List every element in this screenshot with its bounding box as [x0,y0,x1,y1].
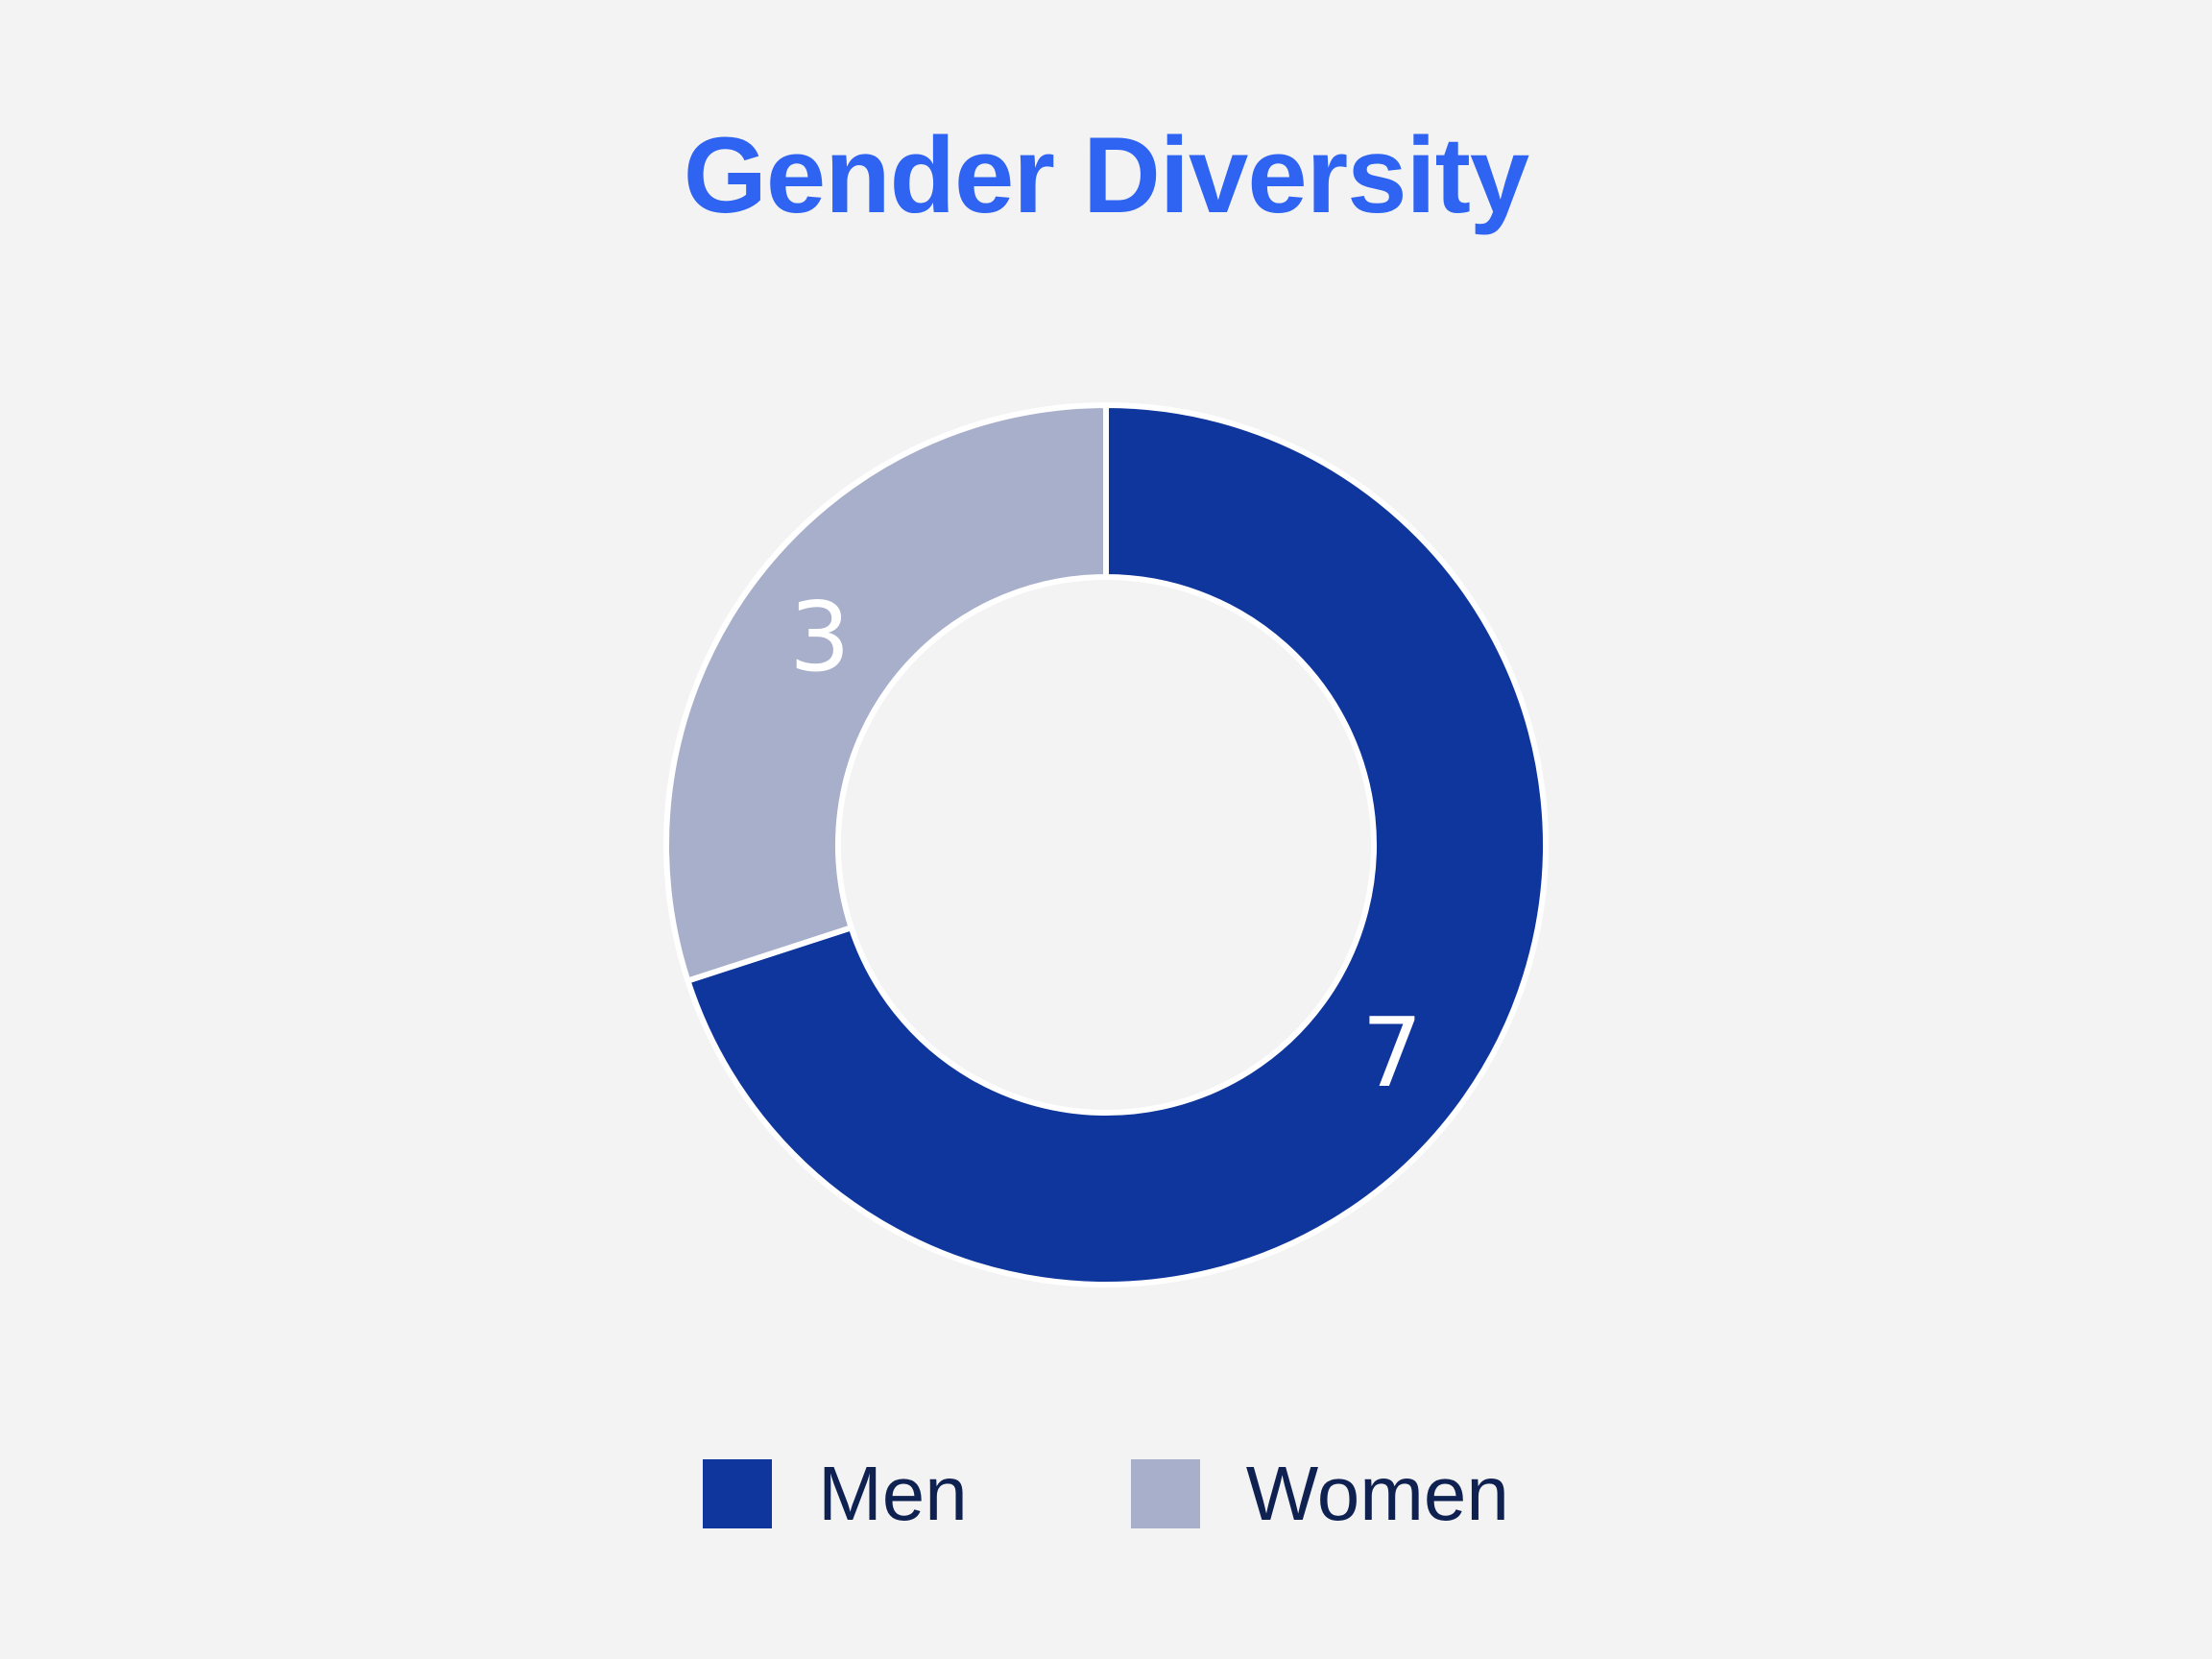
legend-swatch-women [1130,1459,1200,1528]
legend-label-women: Women [1245,1451,1509,1536]
chart-title: Gender Diversity [683,115,1529,235]
legend-swatch-men [703,1459,773,1528]
slice-label-men: 7 [1361,997,1423,1109]
slice-label-women: 3 [789,581,851,693]
legend-item-men[interactable]: Men [703,1451,968,1536]
slice-men[interactable] [685,402,1549,1287]
slice-women[interactable] [663,402,1109,984]
legend-label-men: Men [818,1451,968,1536]
chart-legend: Men Women [0,1451,2212,1536]
donut-svg: 73 [663,402,1549,1287]
legend-item-women[interactable]: Women [1130,1451,1509,1536]
